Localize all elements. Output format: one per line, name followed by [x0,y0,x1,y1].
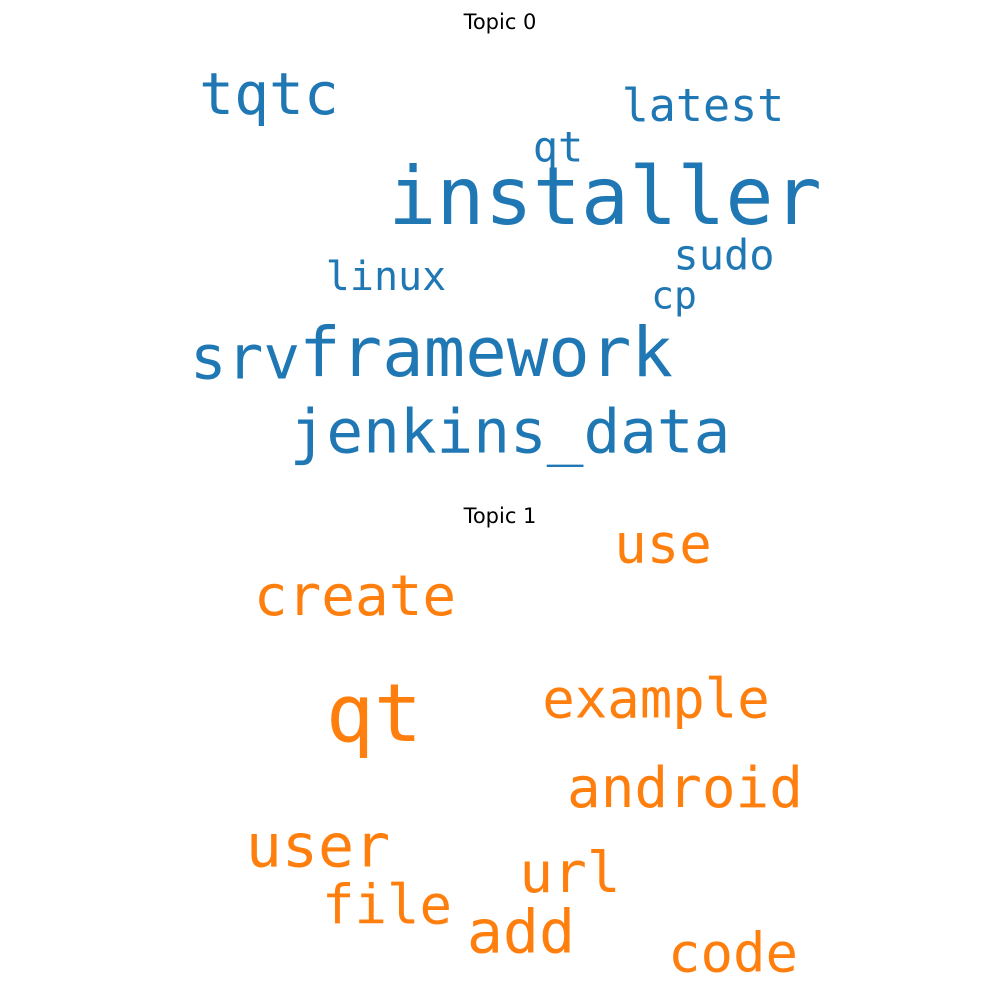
topic-0-title: Topic 0 [463,10,537,34]
word-jenkins-data: jenkins_data [290,397,731,468]
word-qt: qt [533,123,584,172]
word-example: example [542,668,770,731]
word-srv: srv [190,323,300,394]
word-user: user [246,812,391,882]
word-linux: linux [326,254,446,300]
word-create: create [254,564,456,629]
word-cp: cp [651,274,697,318]
word-qt: qt [326,667,422,760]
word-latest: latest [622,79,785,132]
word-code: code [668,922,798,985]
word-add: add [467,898,575,968]
word-tqtc: tqtc [199,60,339,128]
word-framework: framework [299,313,673,393]
word-url: url [519,841,620,906]
word-android: android [567,756,803,821]
word-use: use [614,513,712,576]
word-installer: installer [388,150,821,243]
word-file: file [322,874,452,937]
topic-1-title: Topic 1 [463,504,537,528]
word-sudo: sudo [673,231,774,280]
